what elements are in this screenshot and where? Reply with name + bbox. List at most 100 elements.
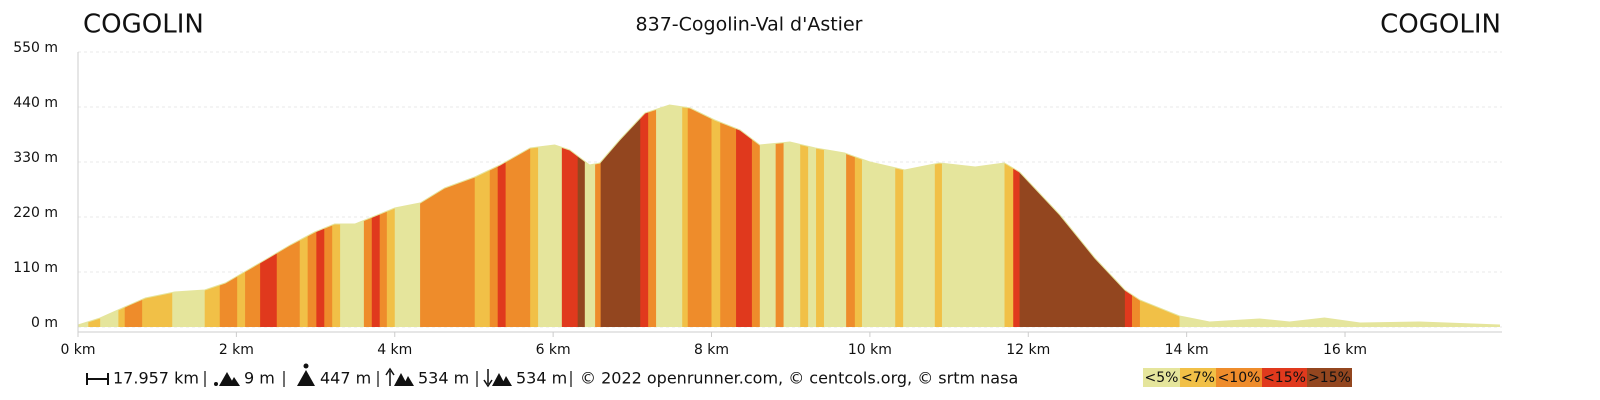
slope-band xyxy=(497,105,507,327)
slope-band xyxy=(142,105,173,327)
separators xyxy=(204,371,572,387)
slope-band xyxy=(823,105,847,327)
slope-bands xyxy=(78,105,1500,327)
legend: <5% <7% <10% <15% >15% xyxy=(1143,368,1352,387)
slope-band xyxy=(505,105,531,327)
slope-band xyxy=(800,105,809,327)
y-tick-label: 220 m xyxy=(13,205,58,221)
slope-band xyxy=(276,105,301,327)
slope-band xyxy=(687,105,712,327)
y-tick-label: 330 m xyxy=(13,150,58,166)
y-tick-label: 550 m xyxy=(13,40,58,56)
legend-label: >15% xyxy=(1308,370,1351,386)
slope-band xyxy=(307,105,317,327)
chart-title: 837-Cogolin-Val d'Astier xyxy=(636,14,863,36)
slope-band xyxy=(640,105,649,327)
legend-label: <15% xyxy=(1263,370,1306,386)
descent: 534 m xyxy=(516,369,567,388)
slope-band xyxy=(656,105,683,327)
slope-band xyxy=(386,105,396,327)
slope-band xyxy=(682,105,689,327)
min-elevation: 9 m xyxy=(244,369,275,388)
slope-band xyxy=(783,105,801,327)
x-tick-label: 4 km xyxy=(377,342,412,358)
x-tick-label: 6 km xyxy=(536,342,571,358)
distance: 17.957 km xyxy=(113,369,199,388)
slope-band xyxy=(941,105,1005,327)
slope-band xyxy=(584,105,596,327)
slope-band xyxy=(237,105,246,327)
descent-icon xyxy=(483,369,512,388)
distance-icon xyxy=(86,373,109,385)
slope-band xyxy=(363,105,373,327)
slope-band xyxy=(775,105,784,327)
slope-band xyxy=(316,105,325,327)
legend-swatch xyxy=(1307,368,1352,387)
y-tick-label: 110 m xyxy=(13,260,58,276)
legend-swatch xyxy=(1180,368,1216,387)
slope-band xyxy=(219,105,238,327)
slope-band xyxy=(816,105,825,327)
slope-band xyxy=(78,105,89,327)
max-elevation: 447 m xyxy=(320,369,371,388)
slope-band xyxy=(474,105,491,327)
slope-band xyxy=(846,105,856,327)
ascent-icon xyxy=(385,367,414,386)
slope-band xyxy=(1132,105,1141,327)
footer-icons xyxy=(86,363,572,388)
slope-band xyxy=(648,105,657,327)
legend-label: <10% xyxy=(1218,370,1261,386)
slope-band xyxy=(1139,105,1180,327)
slope-band xyxy=(100,105,119,327)
slope-band xyxy=(895,105,904,327)
slope-band xyxy=(88,105,101,327)
x-tick-label: 0 km xyxy=(60,342,95,358)
slope-band xyxy=(736,105,753,327)
slope-band xyxy=(751,105,761,327)
end-label: COGOLIN xyxy=(1380,10,1501,40)
legend-swatch xyxy=(1262,368,1307,387)
slope-band xyxy=(324,105,333,327)
start-label: COGOLIN xyxy=(83,10,204,40)
slope-band xyxy=(394,105,421,327)
slope-band xyxy=(1179,105,1500,327)
slope-band xyxy=(340,105,365,327)
slope-band xyxy=(124,105,143,327)
slope-band xyxy=(854,105,863,327)
slope-band xyxy=(600,105,641,327)
slope-band xyxy=(489,105,499,327)
x-tick-label: 8 km xyxy=(694,342,729,358)
slope-band xyxy=(1124,105,1133,327)
legend-label: <7% xyxy=(1181,370,1215,386)
slope-band xyxy=(720,105,737,327)
slope-band xyxy=(903,105,936,327)
legend-swatch xyxy=(1143,368,1180,387)
slope-band xyxy=(420,105,476,327)
slope-band xyxy=(1019,105,1126,327)
slope-band xyxy=(371,105,381,327)
slope-band xyxy=(260,105,278,327)
legend-swatch xyxy=(1216,368,1262,387)
slope-band xyxy=(172,105,206,327)
ascent: 534 m xyxy=(418,369,469,388)
slope-band xyxy=(561,105,579,327)
slope-band xyxy=(299,105,309,327)
y-tick-label: 440 m xyxy=(13,95,58,111)
slope-band xyxy=(934,105,943,327)
slope-band xyxy=(530,105,539,327)
min-elevation-icon xyxy=(214,372,240,386)
y-tick-label: 0 m xyxy=(31,315,58,331)
slope-band xyxy=(861,105,896,327)
max-elevation-icon xyxy=(297,363,315,386)
slope-band xyxy=(204,105,221,327)
x-tick-label: 14 km xyxy=(1165,342,1209,358)
profile-line xyxy=(77,104,1501,326)
profile-layer xyxy=(77,104,1501,326)
slope-band xyxy=(711,105,721,327)
x-tick-label: 2 km xyxy=(219,342,254,358)
slope-band xyxy=(577,105,586,327)
slope-band xyxy=(332,105,341,327)
credits: © 2022 openrunner.com, © centcols.org, ©… xyxy=(580,369,1018,388)
slope-band xyxy=(118,105,126,327)
slope-band xyxy=(808,105,817,327)
